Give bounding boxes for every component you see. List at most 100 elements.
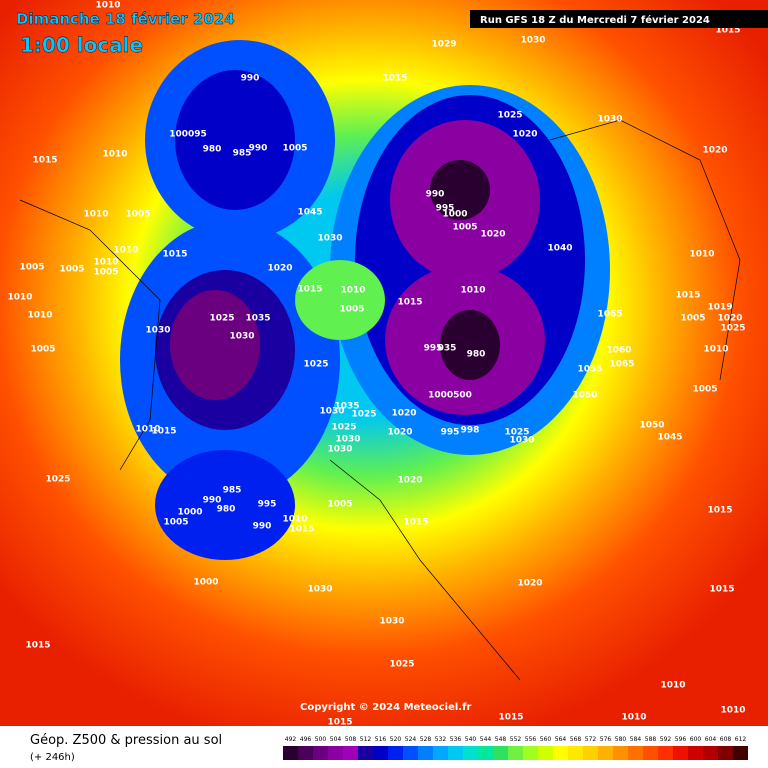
isobar-label: 1015 — [709, 585, 734, 595]
isobar-label: 1045 — [297, 208, 322, 218]
isobar-label: 1010 — [83, 210, 108, 220]
scale-label: 544 — [480, 736, 492, 743]
isobar-label: 1030 — [317, 234, 342, 244]
isobar-label: 1015 — [382, 74, 407, 84]
isobar-label: 1000500 — [428, 391, 472, 401]
isobar-label: 1010 — [621, 713, 646, 723]
isobar-label: 1010 — [113, 246, 138, 256]
isobar-label: 1015 — [32, 156, 57, 166]
scale-swatch — [433, 746, 448, 760]
isobar-label: 1010 — [282, 515, 307, 525]
isobar-label: 1015 — [403, 518, 428, 528]
isobar-label: 1005 — [327, 500, 352, 510]
scale-label: 568 — [570, 736, 582, 743]
scale-swatch — [508, 746, 523, 760]
scale-swatch — [658, 746, 673, 760]
scale-swatch — [553, 746, 568, 760]
isobar-label: 1015 — [151, 427, 176, 437]
isobar-label: 1025 — [351, 410, 376, 420]
isobar-label: 1010 — [102, 150, 127, 160]
scale-swatch — [733, 746, 748, 760]
scale-swatch — [598, 746, 613, 760]
isobar-label: 1015 — [498, 713, 523, 723]
scale-swatch — [643, 746, 658, 760]
isobar-label: 1019 — [707, 303, 732, 313]
isobar-label: 1015 — [715, 26, 740, 36]
scale-label: 604 — [705, 736, 717, 743]
isobar-label: 1025 — [45, 475, 70, 485]
isobar-label: 1035 — [334, 402, 359, 412]
isobar-label: 1030 — [597, 115, 622, 125]
scale-label: 512 — [360, 736, 372, 743]
scale-swatch — [358, 746, 373, 760]
isobar-label: 1030 — [509, 436, 534, 446]
isobar-label: 1020 — [717, 314, 742, 324]
scale-label: 588 — [645, 736, 657, 743]
scale-swatch — [283, 746, 298, 760]
isobar-label: 1020 — [517, 579, 542, 589]
scale-swatch — [718, 746, 733, 760]
isobar-label: 100095 — [169, 130, 207, 140]
scale-swatch — [583, 746, 598, 760]
isobar-label: 1025 — [303, 360, 328, 370]
isobar-label: 985 — [223, 486, 242, 496]
isobar-label: 1029 — [431, 40, 456, 50]
isobar-label: 985 — [233, 149, 252, 159]
isobar-label: 990 — [241, 74, 260, 84]
scale-swatch — [373, 746, 388, 760]
isobar-label: 1030 — [307, 585, 332, 595]
isobar-label: 990 — [203, 496, 222, 506]
scale-label: 608 — [720, 736, 732, 743]
run-box — [470, 10, 768, 28]
isobar-label: 1015 — [25, 641, 50, 651]
isobar-label: 1010 — [703, 345, 728, 355]
scale-label: 504 — [330, 736, 342, 743]
scale-label: 580 — [615, 736, 627, 743]
isobar-label: 1050 — [639, 421, 664, 431]
scale-label: 524 — [405, 736, 417, 743]
isobar-label: 1020 — [391, 409, 416, 419]
isobar-label: 1015 — [327, 718, 352, 728]
copyright: Copyright © 2024 Meteociel.fr — [300, 702, 471, 713]
isobar-label: 1035 — [245, 314, 270, 324]
isobar-label: 1010 — [689, 250, 714, 260]
isobar-label: 1060 — [606, 346, 631, 356]
isobar-label: 1045 — [657, 433, 682, 443]
isobar-label: 1015 — [675, 291, 700, 301]
isobar-label: 990 — [253, 522, 272, 532]
isobar-label: 1020 — [480, 230, 505, 240]
isobar-label: 998 — [461, 426, 480, 436]
height-field — [0, 0, 768, 726]
scale-swatch — [478, 746, 493, 760]
isobar-label: 980 — [467, 350, 486, 360]
coastlines — [19, 119, 741, 681]
scale-swatch — [628, 746, 643, 760]
isobar-label: 1015 — [162, 250, 187, 260]
isobar-label: 1010 — [135, 425, 160, 435]
isobar-label: 1010 — [27, 311, 52, 321]
isobar-label: 1030 — [335, 435, 360, 445]
scale-label: 600 — [690, 736, 702, 743]
isobar-label: 1005 — [680, 314, 705, 324]
isobar-label: 1000 — [193, 578, 218, 588]
scale-label: 532 — [435, 736, 447, 743]
isobar-label: 1025 — [389, 660, 414, 670]
isobar-label: 1015 — [297, 285, 322, 295]
scale-swatch — [418, 746, 433, 760]
isobar-label: 1020 — [267, 264, 292, 274]
scale-label: 576 — [600, 736, 612, 743]
isobar-label: 1025 — [720, 324, 745, 334]
footer-lead: (+ 246h) — [30, 752, 75, 763]
isobar-label: 1020 — [397, 476, 422, 486]
isobar-label: 1010 — [7, 293, 32, 303]
scale-swatch — [493, 746, 508, 760]
isobar-label: 1015 — [397, 298, 422, 308]
isobar-label: 1065 — [609, 360, 634, 370]
isobar-label: 1010 — [460, 286, 485, 296]
isobar-label: 1005 — [163, 518, 188, 528]
map-time: 1:00 locale — [20, 33, 143, 57]
scale-label: 560 — [540, 736, 552, 743]
scale-label: 500 — [315, 736, 327, 743]
